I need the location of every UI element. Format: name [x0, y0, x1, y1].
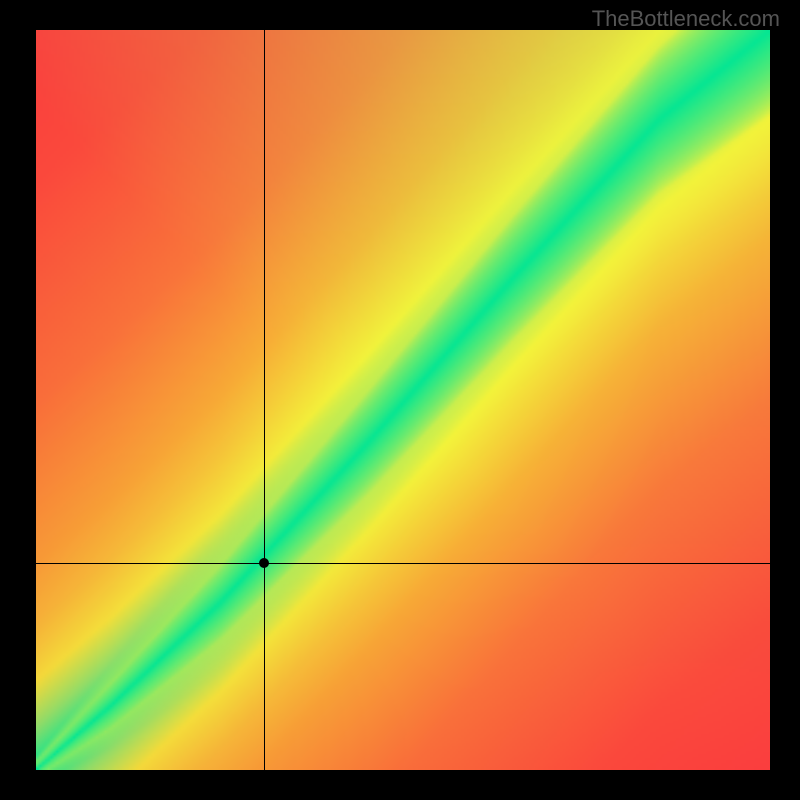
heatmap-canvas-wrap	[36, 30, 770, 770]
heatmap-canvas	[36, 30, 770, 770]
crosshair-marker	[259, 558, 269, 568]
heatmap-plot	[36, 30, 770, 770]
crosshair-vertical	[264, 30, 265, 770]
crosshair-horizontal	[36, 563, 770, 564]
watermark-text: TheBottleneck.com	[592, 6, 780, 32]
